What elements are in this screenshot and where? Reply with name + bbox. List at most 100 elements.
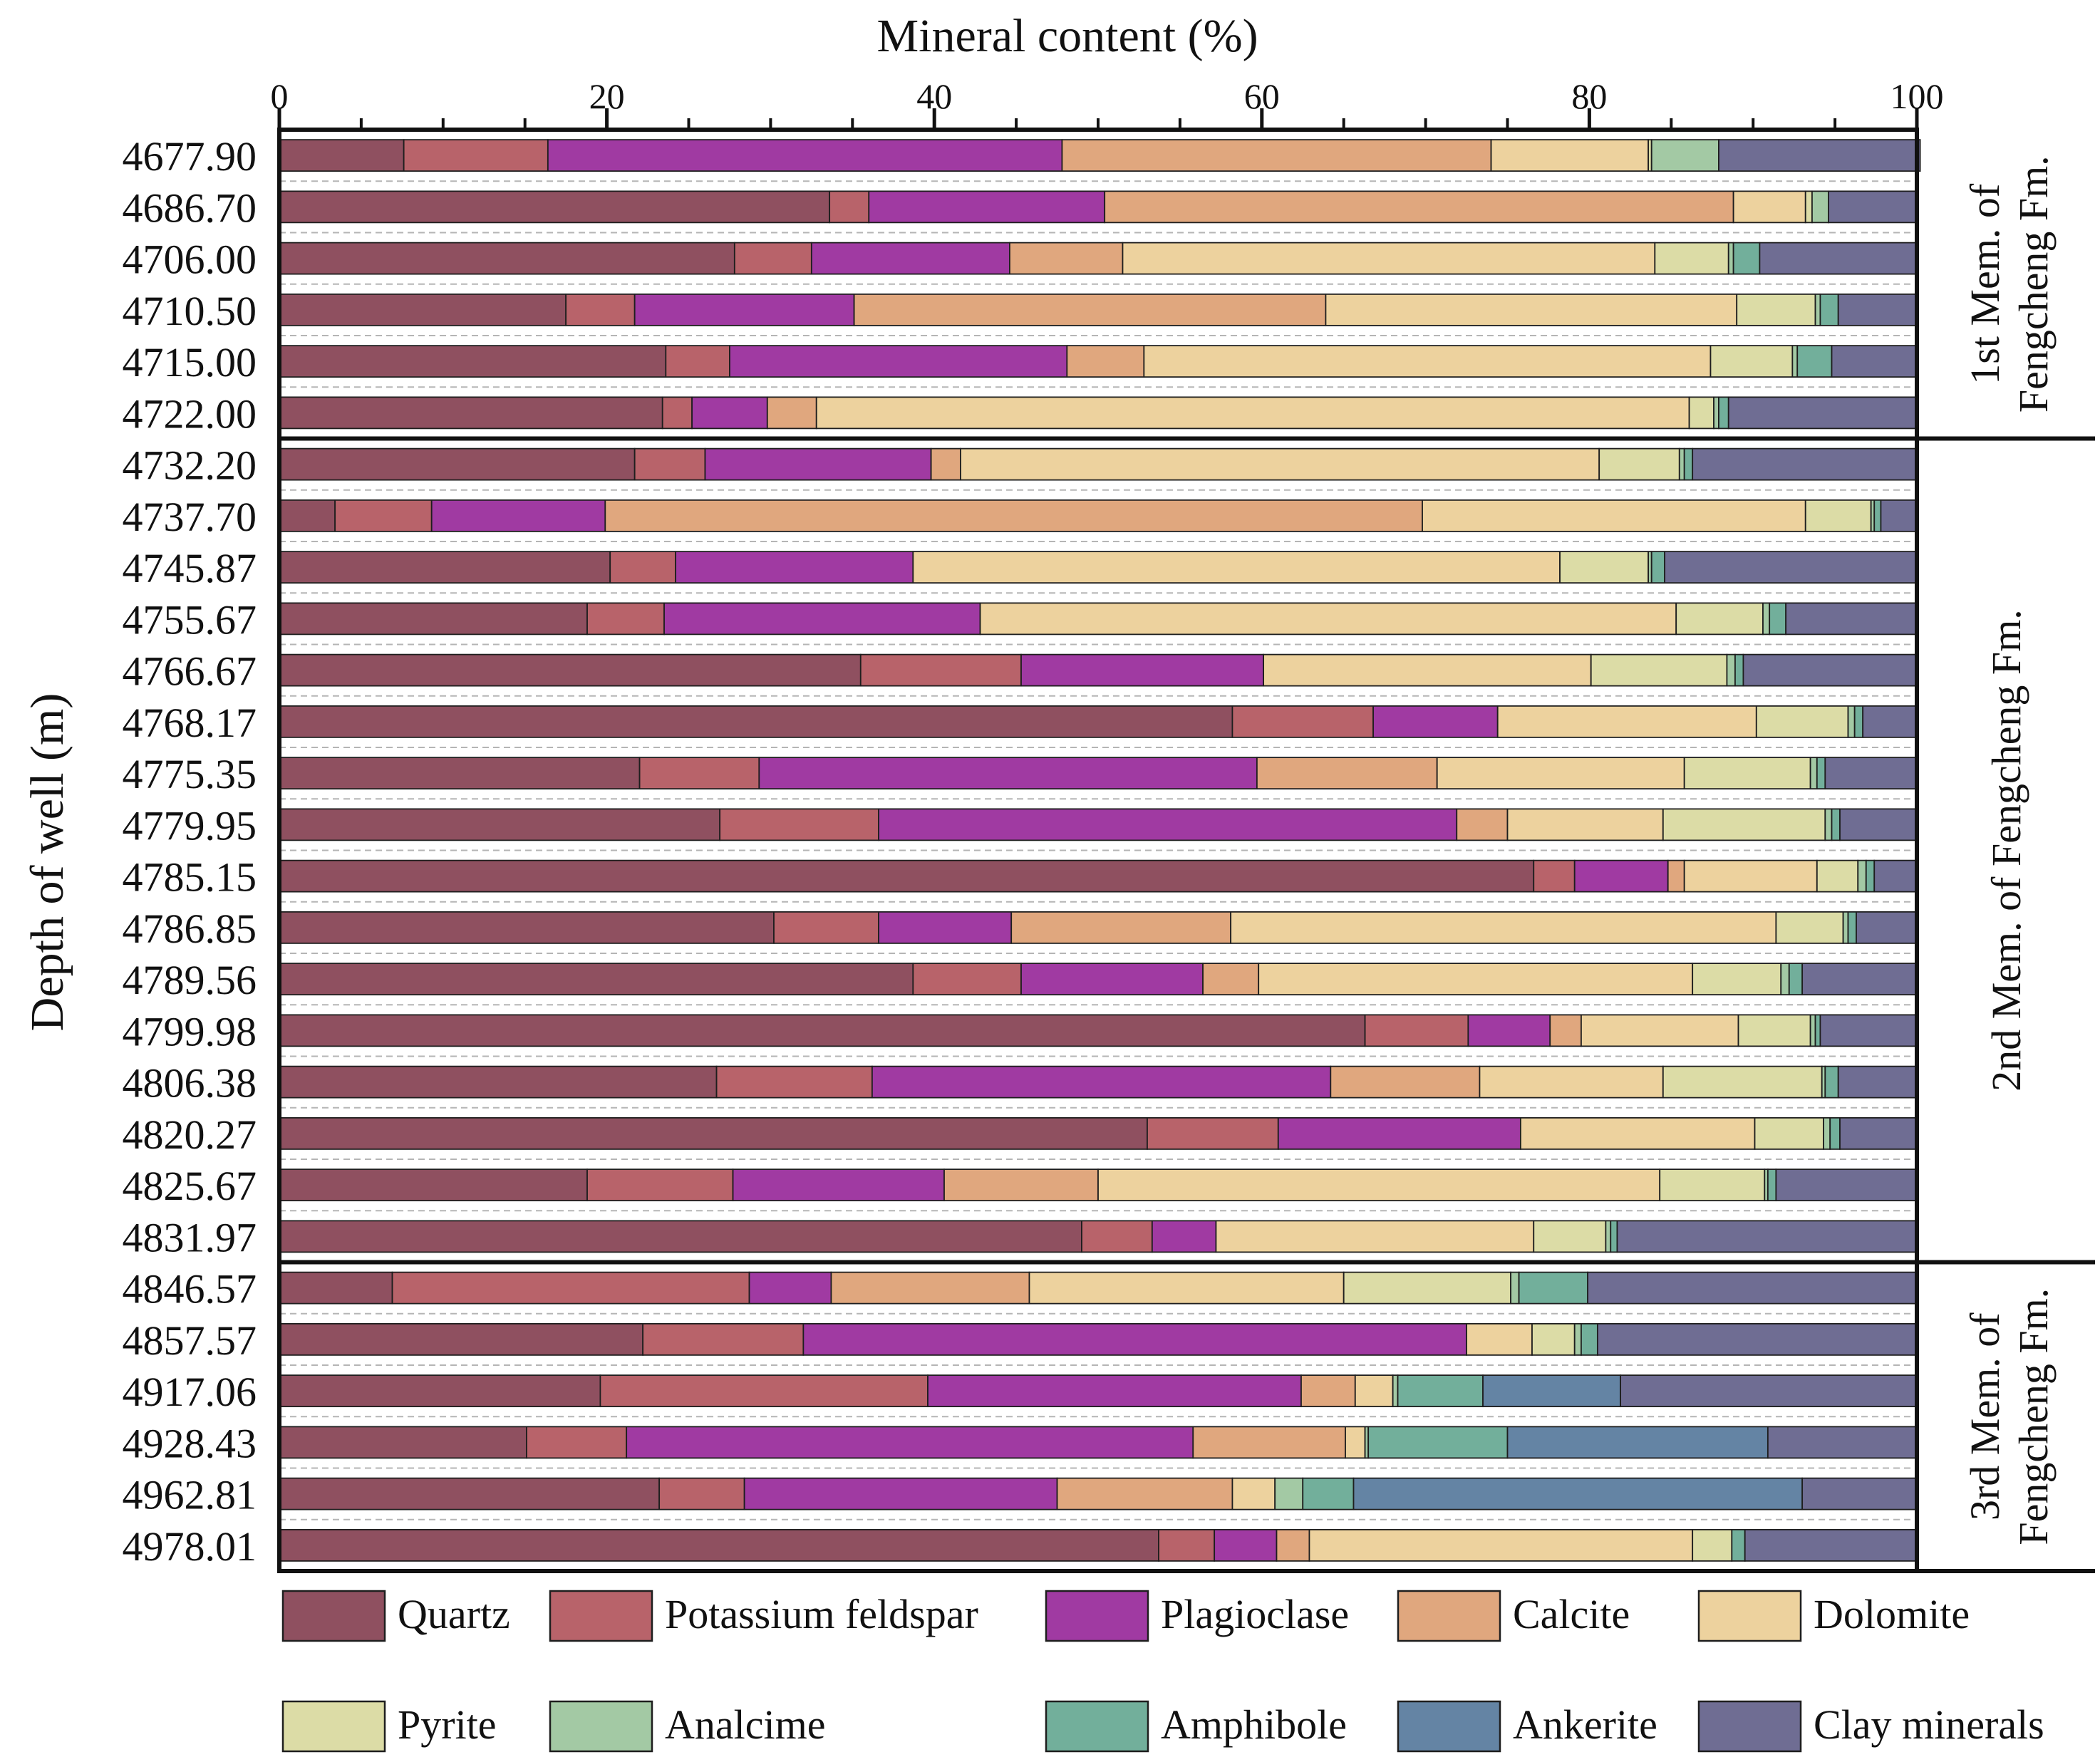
bar-segment-pyrite — [1804, 499, 1872, 532]
bar-segment-plagioclase — [871, 1065, 1332, 1099]
bar-row — [279, 757, 1918, 790]
bar-segment-amphibole — [1873, 499, 1882, 532]
depth-label: 4786.85 — [123, 906, 257, 952]
bar-segment-dolomite — [912, 551, 1561, 584]
bar-segment-quartz — [279, 859, 1535, 893]
bar-segment-clay-minerals — [1692, 447, 1918, 481]
bar-segment-plagioclase — [1151, 1220, 1217, 1253]
bar-segment-potassium-feldspar — [638, 757, 760, 790]
bar-segment-analcime — [1713, 396, 1719, 430]
bar-segment-quartz — [279, 602, 588, 636]
bar-segment-quartz — [279, 1065, 718, 1099]
bar-segment-amphibole — [1788, 963, 1804, 996]
bar-segment-plagioclase — [1573, 859, 1669, 893]
bar-segment-potassium-feldspar — [633, 447, 706, 481]
bar-segment-plagioclase — [626, 1426, 1194, 1459]
bar-segment-dolomite — [1215, 1220, 1535, 1253]
bar-segment-dolomite — [1143, 345, 1712, 378]
bar-segment-amphibole — [1367, 1426, 1509, 1459]
bar-row — [279, 1220, 1918, 1253]
bar-segment-analcime — [1809, 1014, 1816, 1047]
bar-segment-quartz — [279, 499, 336, 532]
bar-segment-dolomite — [1479, 1065, 1664, 1099]
depth-label: 4789.56 — [123, 957, 257, 1003]
bar-segment-quartz — [279, 551, 611, 584]
bar-segment-pyrite — [1343, 1271, 1511, 1305]
bar-row — [279, 447, 1918, 481]
member-label: 3rd Mem. of Fengcheng Fm. — [1962, 1288, 2057, 1545]
bar-segment-potassium-feldspar — [1364, 1014, 1469, 1047]
bar-row — [279, 859, 1918, 893]
bar-segment-analcime — [1811, 190, 1829, 224]
legend-item: Amphibole — [1045, 1700, 1347, 1753]
bar-segment-calcite — [1300, 1374, 1356, 1408]
bar-segment-calcite — [604, 499, 1423, 532]
depth-label: 4917.06 — [123, 1369, 257, 1415]
bar-row — [279, 602, 1918, 636]
bar-row — [279, 1014, 1918, 1047]
bar-row — [279, 345, 1918, 378]
bar-segment-clay-minerals — [1856, 911, 1918, 944]
bar-segment-amphibole — [1814, 1014, 1821, 1047]
bar-segment-clay-minerals — [1718, 139, 1921, 172]
bar-row — [279, 396, 1918, 430]
bar-segment-ankerite — [1352, 1477, 1804, 1510]
bar-segment-plagioclase — [878, 808, 1458, 841]
bar-segment-pyrite — [1710, 345, 1794, 378]
bar-segment-potassium-feldspar — [1147, 1116, 1279, 1150]
depth-label: 4978.01 — [123, 1523, 257, 1570]
depth-label: 4686.70 — [123, 185, 257, 231]
bar-segment-plagioclase — [743, 1477, 1058, 1510]
bar-segment-potassium-feldspar — [859, 653, 1022, 687]
depth-label: 4806.38 — [123, 1060, 257, 1107]
bar-segment-analcime — [1392, 1374, 1399, 1408]
bar-segment-pyrite — [1804, 190, 1813, 224]
bar-segment-dolomite — [1683, 859, 1818, 893]
bar-row — [279, 1374, 1918, 1408]
bar-segment-amphibole — [1831, 808, 1841, 841]
legend-swatch — [1045, 1700, 1149, 1753]
depth-label: 4825.67 — [123, 1163, 257, 1209]
member-label-line1: 1st Mem. of — [1962, 183, 2008, 385]
bar-segment-plagioclase — [758, 757, 1258, 790]
depth-label: 4710.50 — [123, 288, 257, 334]
bar-segment-plagioclase — [675, 551, 914, 584]
bar-segment-clay-minerals — [1837, 1065, 1918, 1099]
bar-segment-plagioclase — [1214, 1528, 1278, 1562]
bar-segment-pyrite — [1659, 1168, 1766, 1202]
bar-segment-quartz — [279, 1426, 527, 1459]
bar-row — [279, 911, 1918, 944]
bar-row — [279, 190, 1918, 224]
bar-segment-clay-minerals — [1767, 1426, 1918, 1459]
bar-segment-pyrite — [1736, 293, 1816, 326]
member-labels: 1st Mem. of Fengcheng Fm.2nd Mem. of Feng… — [279, 155, 2095, 1573]
bar-segment-clay-minerals — [1828, 190, 1918, 224]
depth-label: 4962.81 — [123, 1472, 257, 1518]
legend-item: Dolomite — [1697, 1590, 1970, 1642]
bar-segment-amphibole — [1734, 653, 1744, 687]
bar-row — [279, 242, 1918, 275]
legend-label: Potassium feldspar — [665, 1591, 978, 1637]
legend-label: Amphibole — [1161, 1701, 1347, 1748]
bar-segment-quartz — [279, 963, 914, 996]
bar-segment-clay-minerals — [1880, 499, 1918, 532]
bar-segment-pyrite — [1531, 1322, 1576, 1356]
bar-segment-dolomite — [1122, 242, 1656, 275]
x-tick-label: 0 — [271, 76, 289, 116]
bar-segment-quartz — [279, 1220, 1082, 1253]
bar-segment-plagioclase — [1020, 963, 1204, 996]
bar-segment-quartz — [279, 1271, 393, 1305]
bar-row — [279, 499, 1918, 532]
bar-segment-dolomite — [1263, 653, 1592, 687]
bar-segment-quartz — [279, 139, 405, 172]
bar-segment-clay-minerals — [1801, 963, 1918, 996]
plot-frame — [277, 128, 1919, 1573]
bar-segment-plagioclase — [663, 602, 981, 636]
bar-row — [279, 1426, 1918, 1459]
bar-segment-potassium-feldspar — [773, 911, 879, 944]
x-tick-label: 60 — [1244, 76, 1280, 116]
bar-segment-potassium-feldspar — [334, 499, 433, 532]
bar-segment-analcime — [1809, 757, 1818, 790]
bar-segment-pyrite — [1662, 1065, 1823, 1099]
bar-segment-pyrite — [1654, 242, 1729, 275]
